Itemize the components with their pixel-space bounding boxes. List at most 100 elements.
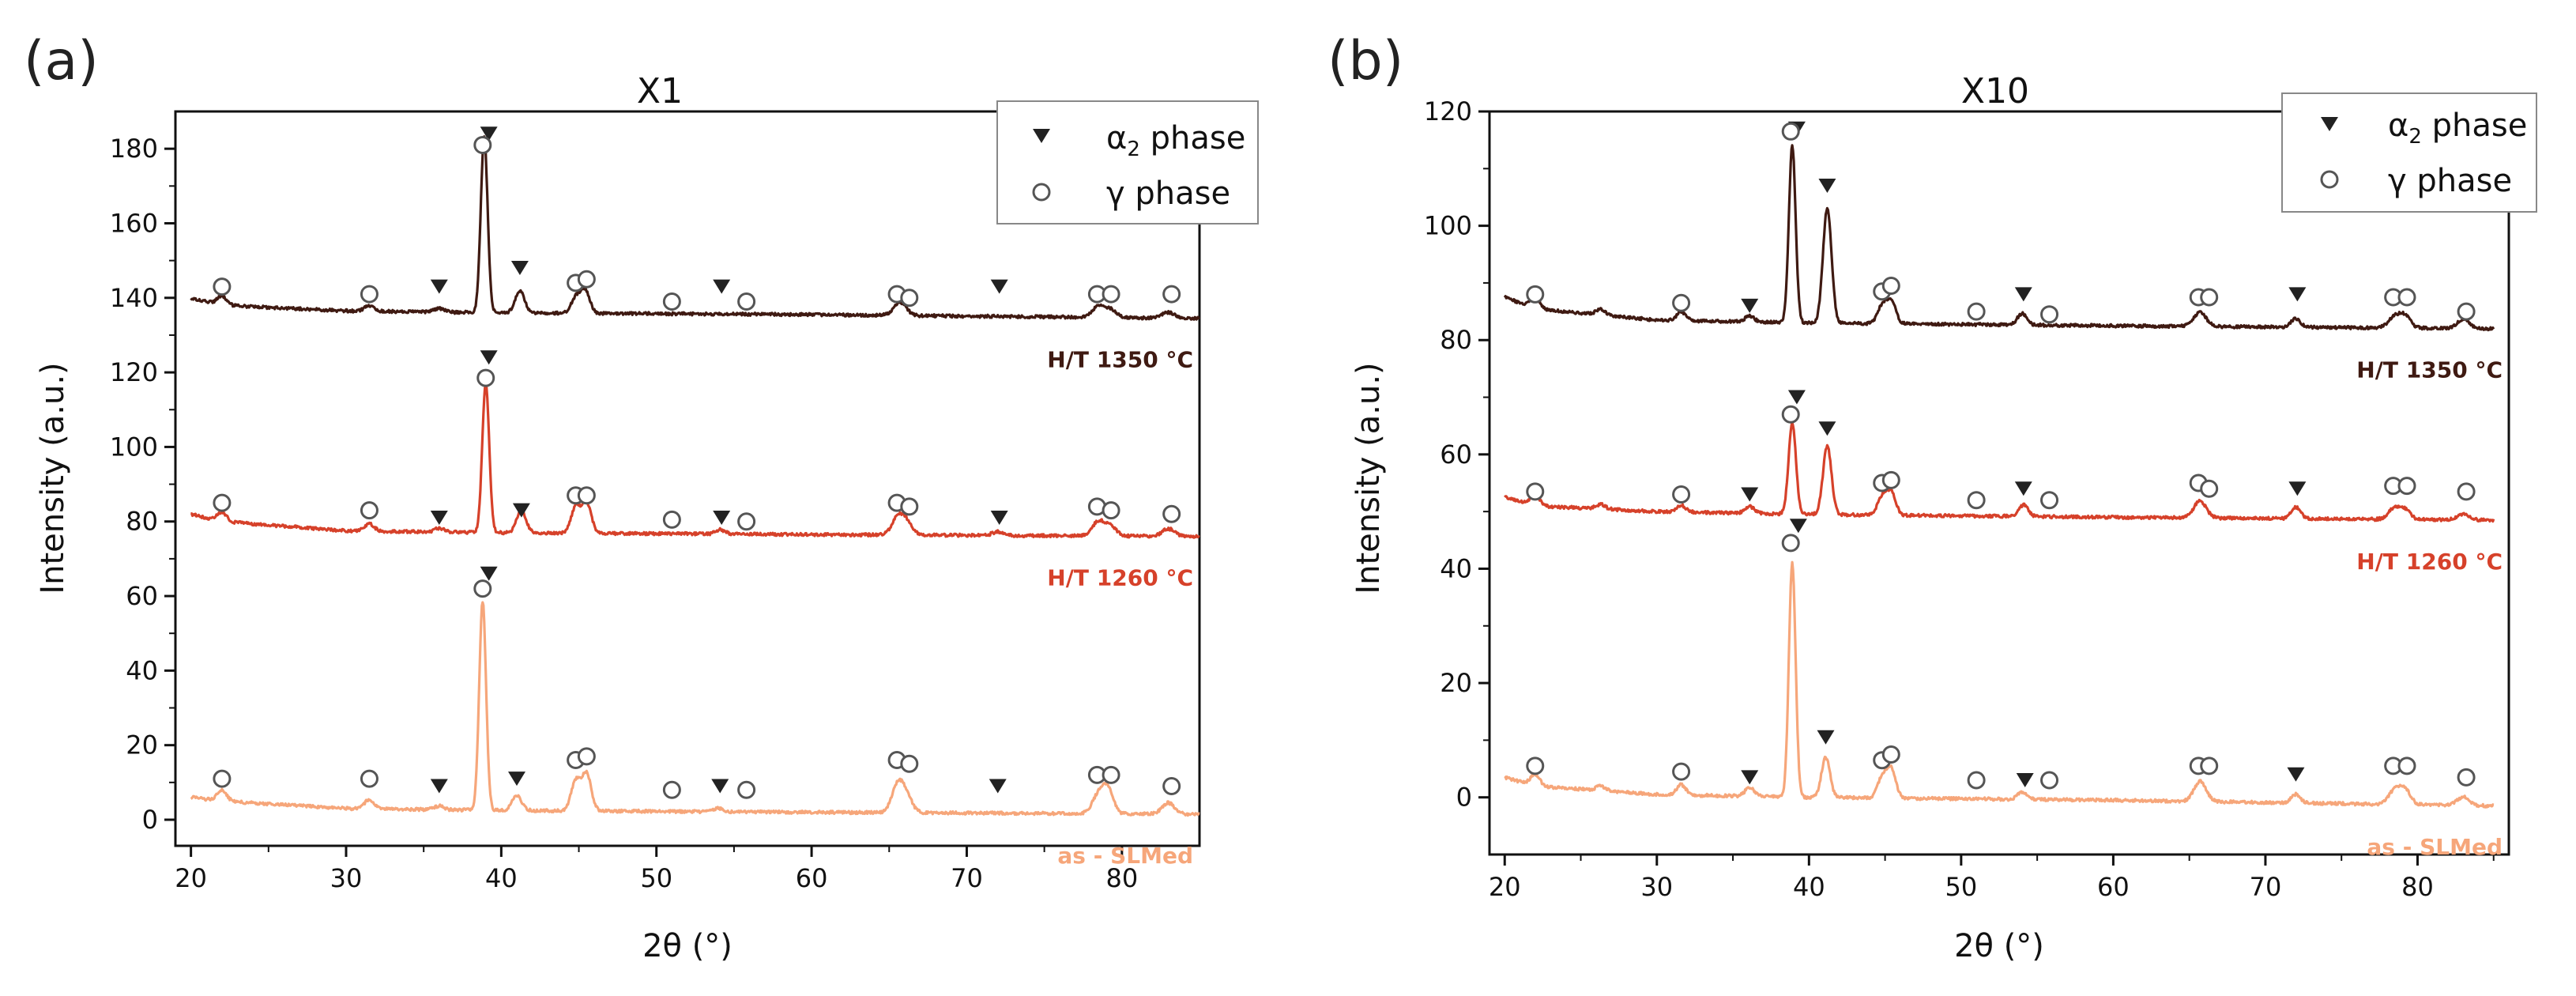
gamma-phase-marker	[473, 135, 492, 154]
panel-b-ticks: 20 30 40 50 60 70 80 0 20 40 60 80 100 120	[1424, 96, 2495, 902]
alpha2-phase-marker	[480, 350, 498, 365]
gamma-phase-marker	[213, 493, 232, 512]
alpha2-phase-marker	[480, 566, 498, 581]
panel-a-y-axis-label: Intensity (a.u.)	[35, 362, 71, 594]
gamma-phase-marker	[360, 285, 378, 304]
alpha2-phase-marker	[510, 261, 529, 276]
y-tick-label: 160	[110, 208, 158, 238]
alpha2-phase-marker	[990, 279, 1008, 294]
gamma-phase-marker	[1526, 756, 1545, 775]
alpha2-phase-marker	[2288, 287, 2307, 302]
x-tick-label: 30	[1640, 872, 1673, 902]
alpha2-phase-marker	[430, 511, 448, 526]
panel-b-letter: (b)	[1328, 30, 1403, 92]
gamma-phase-marker	[1967, 302, 1986, 321]
alpha2-phase-marker	[989, 779, 1007, 794]
gamma-phase-marker	[2397, 756, 2416, 775]
y-tick-label: 140	[110, 283, 158, 313]
alpha2-phase-marker	[2014, 481, 2032, 496]
panel-a-legend-gamma-circle-icon	[1032, 183, 1051, 202]
alpha2-phase-marker	[2016, 773, 2034, 787]
panel-a-legend-alpha-triangle-icon	[1033, 129, 1050, 143]
x-tick-label: 50	[640, 863, 672, 893]
gamma-phase-marker	[900, 754, 919, 773]
panel-b-y-axis-label: Intensity (a.u.)	[1350, 362, 1387, 594]
gamma-phase-marker	[2040, 491, 2059, 510]
gamma-phase-marker	[1672, 485, 1691, 504]
y-tick-label: 100	[110, 432, 158, 462]
panel-a-ticks: 20 30 40 50 60 70 80 0 20 40 60 80 100 120 140 160 180	[110, 134, 1138, 893]
gamma-phase-marker	[1967, 771, 1986, 790]
series-line-ht1350	[190, 135, 1201, 321]
y-tick-label: 120	[110, 357, 158, 387]
gamma-phase-marker	[1672, 293, 1691, 312]
panel-a-series-label-ht1260: H/T 1260 °C	[1047, 564, 1193, 590]
alpha2-phase-marker	[711, 779, 729, 794]
panel-b-series-label-as-slmed: as - SLMed	[2367, 834, 2503, 860]
alpha2-phase-marker	[512, 503, 530, 518]
x-tick-label: 70	[2250, 872, 2282, 902]
panel-b-legend-alpha-triangle-icon	[2321, 117, 2338, 131]
panel-b-title: X10	[1961, 71, 2029, 111]
panel-a-series	[190, 135, 1201, 817]
x-tick-label: 40	[1793, 872, 1825, 902]
panel-a-letter: (a)	[24, 30, 99, 92]
y-tick-label: 60	[126, 581, 158, 611]
gamma-phase-marker	[1672, 762, 1691, 781]
gamma-phase-marker	[2397, 477, 2416, 496]
x-tick-label: 20	[1489, 872, 1521, 902]
y-tick-label: 120	[1424, 96, 1472, 126]
gamma-phase-marker	[2200, 756, 2219, 775]
gamma-phase-marker	[737, 292, 756, 311]
x-tick-label: 20	[175, 863, 207, 893]
panel-b-x-axis-label: 2θ (°)	[1954, 928, 2044, 964]
y-tick-label: 80	[126, 507, 158, 537]
y-tick-label: 180	[110, 134, 158, 164]
alpha2-phase-marker	[430, 279, 448, 294]
gamma-phase-marker	[213, 277, 232, 296]
gamma-phase-marker	[1781, 122, 1800, 141]
gamma-phase-marker	[1967, 491, 1986, 510]
panel-b-series-label-ht1260: H/T 1260 °C	[2356, 549, 2503, 575]
panel-a-legend-alpha-label: α2 phase	[1106, 120, 1245, 161]
y-tick-label: 0	[1456, 783, 1472, 813]
series-line-asSLM	[190, 601, 1200, 817]
alpha2-phase-marker	[430, 779, 448, 794]
x-tick-label: 60	[796, 863, 828, 893]
gamma-phase-marker	[476, 368, 495, 387]
alpha2-phase-marker	[1789, 519, 1807, 534]
gamma-phase-marker	[737, 780, 756, 799]
gamma-phase-marker	[2040, 771, 2059, 790]
gamma-phase-marker	[577, 270, 596, 289]
gamma-phase-marker	[473, 579, 492, 598]
x-tick-label: 80	[2401, 872, 2434, 902]
panel-b-legend-alpha-label: α2 phase	[2388, 108, 2527, 149]
y-tick-label: 20	[126, 730, 158, 760]
panel-a-series-label-as-slmed: as - SLMed	[1057, 843, 1193, 869]
gamma-phase-marker	[2457, 482, 2476, 501]
alpha2-phase-marker	[1818, 179, 1836, 193]
alpha2-phase-marker	[1787, 390, 1806, 405]
alpha2-phase-marker	[1741, 298, 1759, 313]
gamma-phase-marker	[1162, 777, 1181, 796]
gamma-phase-marker	[1781, 534, 1800, 553]
gamma-phase-marker	[662, 510, 681, 529]
panel-b-legend: α2 phase γ phase	[2281, 92, 2537, 213]
alpha2-phase-marker	[713, 511, 731, 526]
panel-b-legend-gamma-label: γ phase	[2388, 163, 2512, 199]
alpha2-phase-marker	[1817, 730, 1835, 745]
gamma-phase-marker	[662, 292, 681, 311]
x-tick-label: 30	[330, 863, 363, 893]
panel-b-x10: (b) X10 20 30 40 50 60 70 80 0 20 40 60 80 100 120 H/…	[1328, 30, 2537, 964]
y-tick-label: 40	[1440, 553, 1472, 583]
panel-a-legend-gamma-label: γ phase	[1106, 175, 1230, 212]
series-line-ht1350	[1503, 144, 2495, 332]
gamma-phase-marker	[213, 769, 232, 788]
gamma-phase-marker	[1881, 277, 1900, 296]
gamma-phase-marker	[737, 512, 756, 531]
alpha2-phase-marker	[1818, 421, 1836, 436]
y-tick-label: 0	[142, 805, 158, 835]
gamma-phase-marker	[1781, 405, 1800, 424]
gamma-phase-marker	[2200, 479, 2219, 498]
gamma-phase-marker	[2040, 305, 2059, 324]
